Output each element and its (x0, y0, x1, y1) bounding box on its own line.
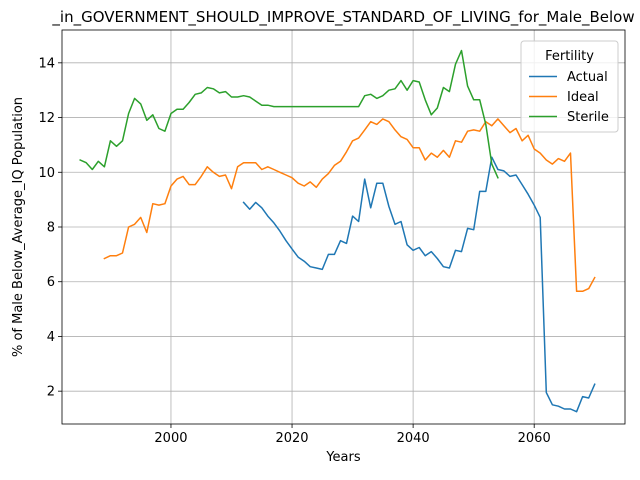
series-line-sterile (79, 49, 499, 179)
y-tick-label: 14 (38, 56, 55, 71)
y-tick-label: 4 (47, 330, 55, 345)
y-tick-label: 6 (47, 275, 55, 290)
series-layer (79, 49, 596, 413)
x-axis-label: Years (325, 450, 361, 465)
y-tick-label: 2 (47, 385, 55, 400)
legend-items: Actual Ideal Sterile (529, 70, 609, 125)
legend-label-ideal: Ideal (567, 90, 599, 105)
x-tick-label: 2040 (397, 431, 430, 446)
x-tick-label: 2000 (154, 431, 187, 446)
y-tick-label: 12 (38, 111, 55, 126)
legend-title: Fertility (545, 49, 594, 64)
y-tick-label: 8 (47, 221, 55, 236)
axis-ticks: 2000 2020 2040 2060 2 4 6 8 10 12 14 (38, 56, 550, 446)
legend: Fertility Actual Ideal Sterile (520, 40, 619, 133)
legend-box (520, 40, 619, 133)
x-tick-label: 2020 (275, 431, 308, 446)
x-tick-label: 2060 (518, 431, 551, 446)
chart-title: _in_GOVERNMENT_SHOULD_IMPROVE_STANDARD_O… (51, 8, 634, 27)
legend-label-sterile: Sterile (567, 110, 609, 125)
y-axis-label: % of Male Below_Average_IQ Population (11, 97, 26, 357)
series-line-actual (242, 156, 596, 413)
legend-label-actual: Actual (567, 70, 608, 85)
y-tick-label: 10 (38, 166, 55, 181)
series-line-ideal (103, 118, 596, 293)
